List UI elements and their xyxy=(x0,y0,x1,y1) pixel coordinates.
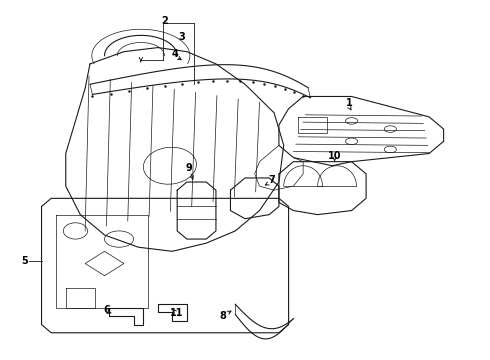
Text: 1: 1 xyxy=(346,98,352,108)
Text: 5: 5 xyxy=(21,256,28,266)
Text: 11: 11 xyxy=(170,308,183,318)
Text: 9: 9 xyxy=(186,163,193,173)
Text: 7: 7 xyxy=(268,175,275,185)
Text: 8: 8 xyxy=(220,311,227,321)
Text: 2: 2 xyxy=(162,16,169,26)
Text: 4: 4 xyxy=(172,49,178,59)
Text: 3: 3 xyxy=(179,32,185,42)
Text: 6: 6 xyxy=(103,305,110,315)
Text: 10: 10 xyxy=(328,150,342,161)
